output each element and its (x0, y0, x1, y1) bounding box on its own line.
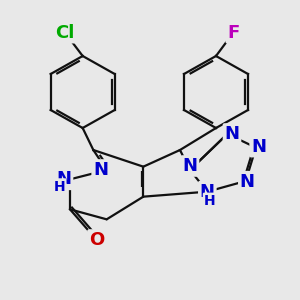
Text: N: N (200, 183, 215, 201)
Text: Cl: Cl (55, 24, 75, 42)
Text: H: H (53, 180, 65, 194)
Text: N: N (93, 161, 108, 179)
Text: O: O (89, 231, 104, 249)
Text: N: N (224, 125, 239, 143)
Text: N: N (240, 173, 255, 191)
Text: N: N (182, 157, 197, 175)
Text: F: F (227, 24, 239, 42)
Text: H: H (204, 194, 216, 208)
Text: N: N (56, 170, 71, 188)
Text: N: N (251, 138, 266, 156)
